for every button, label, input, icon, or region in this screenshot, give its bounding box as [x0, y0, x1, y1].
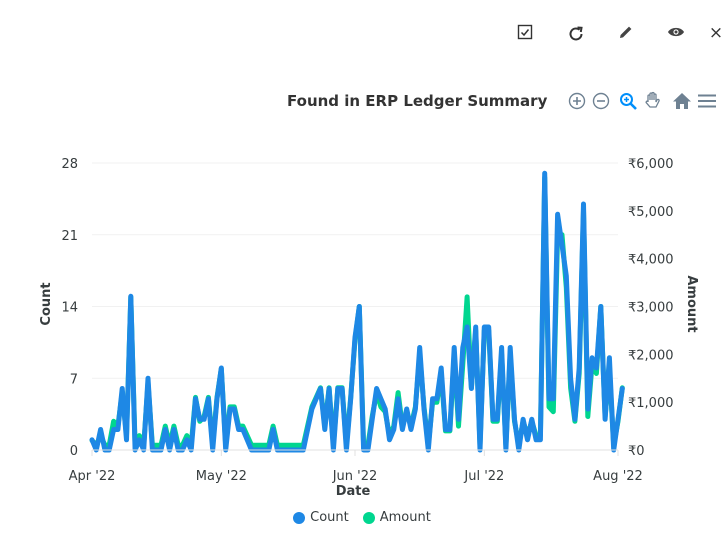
- menu-icon[interactable]: [697, 91, 717, 111]
- chart-title: Found in ERP Ledger Summary: [287, 92, 548, 110]
- legend-marker-count: [293, 511, 306, 524]
- x-tick-label: Jun '22: [332, 469, 378, 484]
- x-tick-label: Jul '22: [463, 469, 504, 484]
- y-right-tick-label: ₹2,000: [628, 348, 674, 363]
- y-right-tick-label: ₹1,000: [628, 396, 674, 411]
- chart-legend: Count Amount: [0, 510, 724, 525]
- y-left-tick-label: 0: [70, 444, 78, 459]
- legend-label-count: Count: [310, 510, 349, 525]
- y-left-tick-label: 7: [70, 372, 78, 387]
- pencil-icon[interactable]: [614, 20, 638, 44]
- legend-label-amount: Amount: [379, 510, 431, 525]
- x-tick-label: Apr '22: [69, 469, 116, 484]
- legend-item-count[interactable]: Count: [293, 510, 349, 525]
- y-left-axis-title: Count: [39, 282, 54, 325]
- x-tick-label: Aug '22: [593, 469, 643, 484]
- home-icon[interactable]: [672, 91, 692, 111]
- y-right-axis-title: Amount: [684, 275, 699, 332]
- y-left-tick-label: 21: [61, 229, 78, 244]
- zoom-selection-icon[interactable]: [618, 91, 638, 111]
- y-right-tick-label: ₹6,000: [628, 157, 674, 172]
- zoom-out-icon[interactable]: [591, 91, 611, 111]
- series-line-count: [89, 170, 625, 453]
- y-left-tick-label: 28: [61, 157, 78, 172]
- refresh-icon[interactable]: [564, 22, 588, 46]
- zoom-in-icon[interactable]: [567, 91, 587, 111]
- x-axis-title: Date: [336, 484, 371, 499]
- y-right-tick-label: ₹0: [628, 444, 645, 459]
- pan-icon[interactable]: [643, 91, 663, 111]
- x-tick-label: May '22: [196, 469, 247, 484]
- legend-marker-amount: [362, 511, 375, 524]
- y-right-tick-label: ₹3,000: [628, 301, 674, 316]
- checkbox-icon[interactable]: [513, 20, 537, 44]
- eye-icon[interactable]: [664, 20, 688, 44]
- y-right-tick-label: ₹4,000: [628, 253, 674, 268]
- y-left-tick-label: 14: [61, 301, 78, 316]
- y-right-tick-label: ₹5,000: [628, 205, 674, 220]
- close-icon[interactable]: ×: [708, 23, 724, 43]
- legend-item-amount[interactable]: Amount: [362, 510, 431, 525]
